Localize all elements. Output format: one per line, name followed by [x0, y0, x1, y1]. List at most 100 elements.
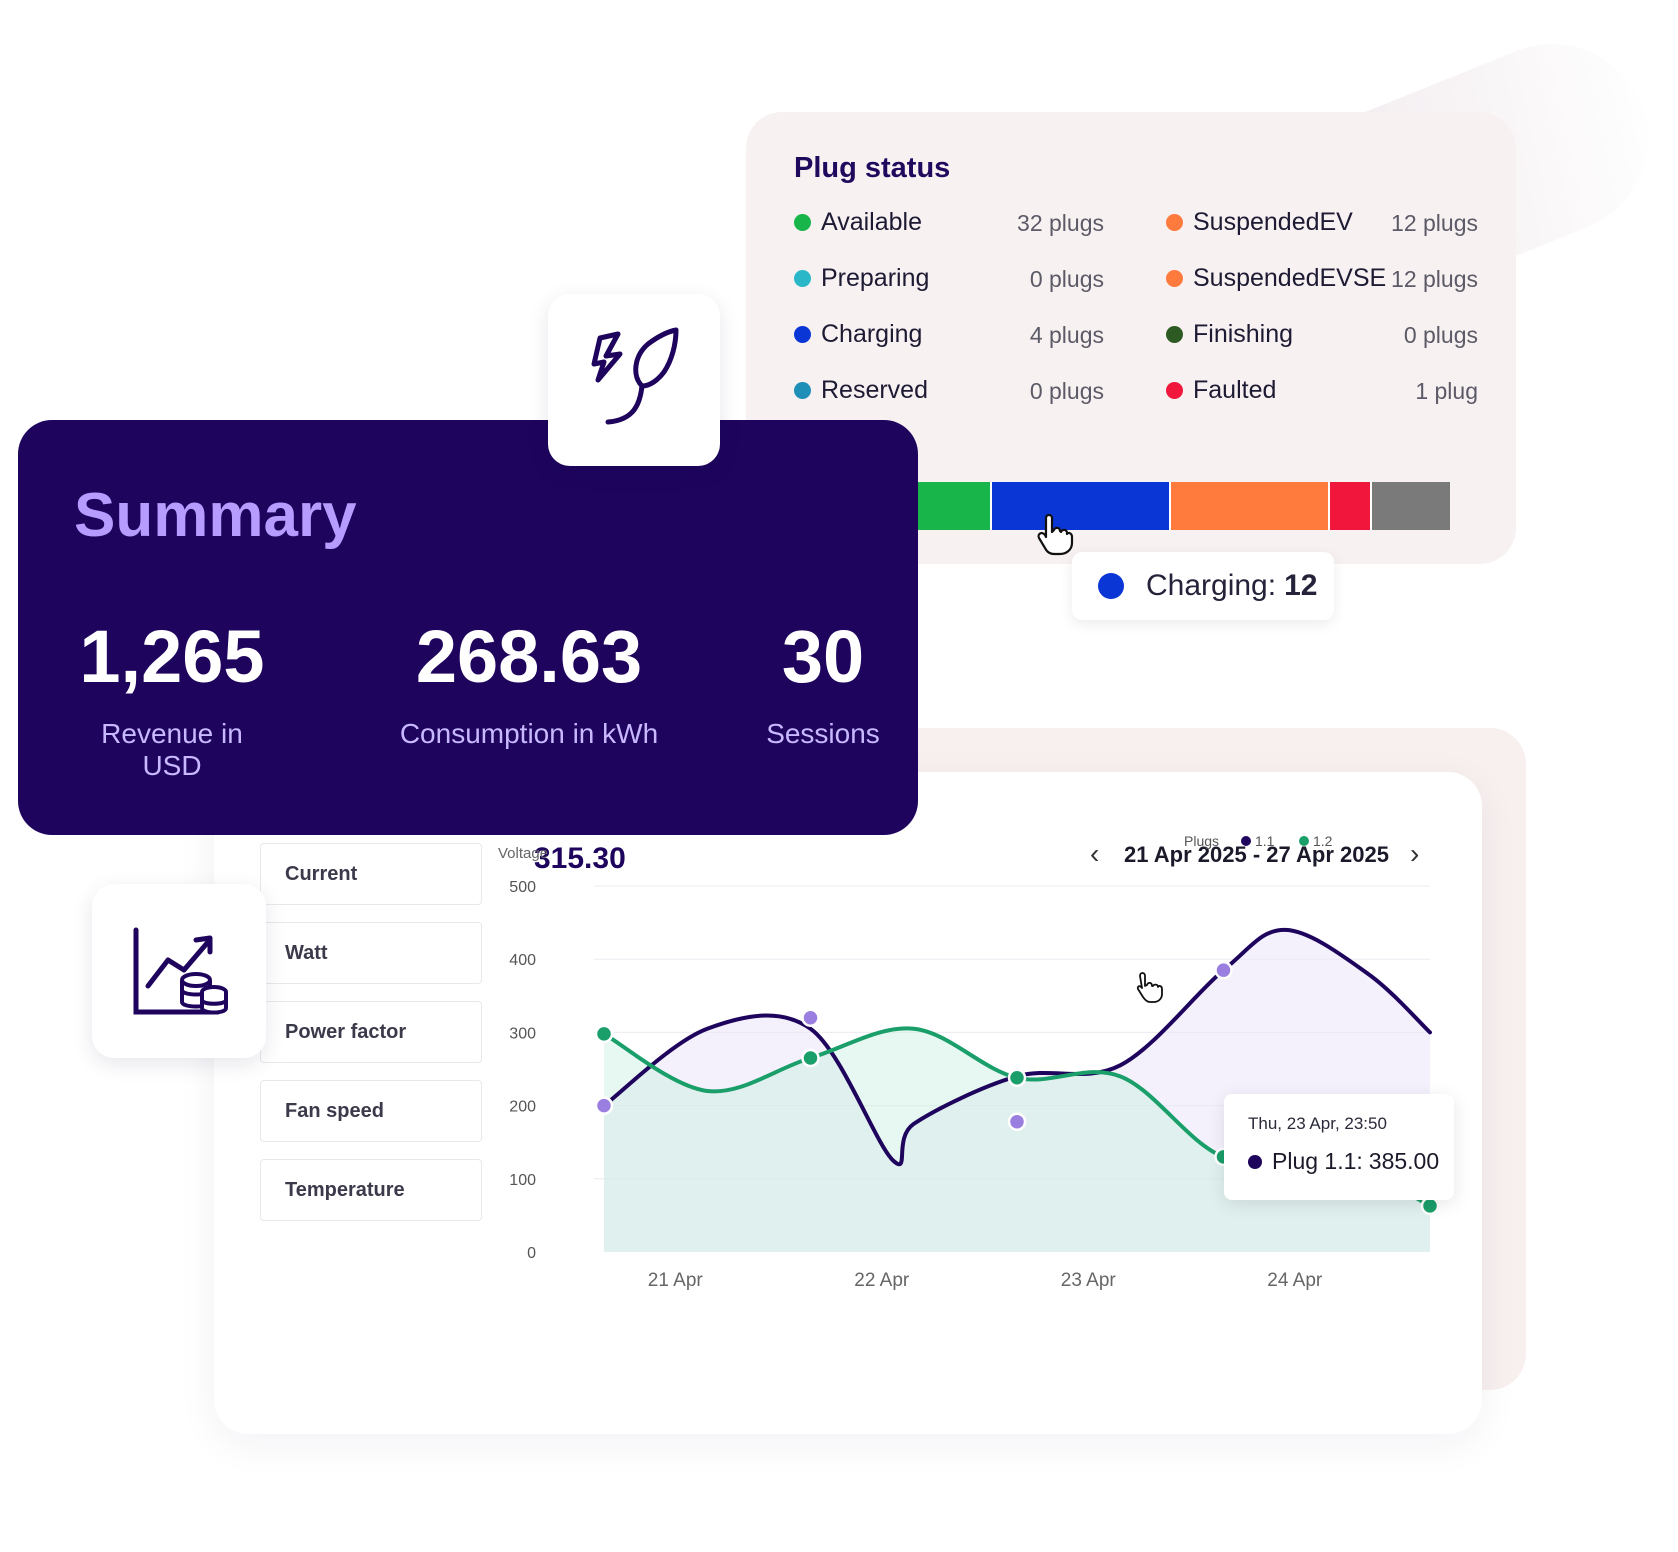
metric-current-button[interactable]: Current [260, 843, 482, 905]
plug-status-title: Plug status [794, 152, 951, 184]
status-row-preparing: Preparing [794, 264, 929, 293]
status-dot-icon [794, 214, 811, 231]
status-row-charging: Charging [794, 320, 922, 349]
y-tick-label: 200 [509, 1099, 536, 1116]
y-tick-label: 500 [509, 879, 536, 896]
hand-cursor-icon [1037, 513, 1074, 556]
series-line-1.1[interactable] [602, 927, 1432, 1167]
hand-cursor-icon [1136, 972, 1163, 1003]
legend-title: Plugs [1184, 833, 1219, 849]
y-axis-label: Voltage [498, 845, 548, 862]
status-row-available: Available [794, 208, 922, 237]
status-label: Finishing [1193, 320, 1294, 348]
status-dot-icon [1166, 326, 1183, 343]
bar-segment-charging[interactable] [990, 482, 1170, 530]
charging-tooltip-label: Charging: [1146, 569, 1277, 602]
voltage-line-chart[interactable]: Voltage 0 100 200 300 400 500 21 Apr 22 Apr 23 Ap… [214, 772, 1482, 1434]
metric-temperature-button[interactable]: Temperature [260, 1159, 482, 1221]
data-point-1.1[interactable] [801, 1008, 820, 1028]
data-point-1.2[interactable] [1007, 1068, 1027, 1088]
chart-card: Voltage Current Watt Power factor Fan speed T… [214, 764, 1482, 1434]
metric-power-factor-button[interactable]: Power factor [260, 1001, 482, 1063]
chart-tooltip-value: 385.00 [1368, 1148, 1440, 1174]
data-point-1.1[interactable] [1007, 1112, 1027, 1131]
x-tick-label: 23 Apr [1061, 1270, 1117, 1291]
data-point-1.1[interactable] [594, 1096, 614, 1115]
metric-watt-button[interactable]: Watt [260, 922, 482, 984]
legend-label-1.2: 1.2 [1313, 833, 1333, 849]
summary-title: Summary [74, 481, 357, 550]
metric-fan-speed-button[interactable]: Fan speed [260, 1080, 482, 1142]
status-label: Reserved [821, 376, 928, 404]
status-label: Charging [821, 320, 923, 348]
status-count: 4 plugs [1029, 322, 1104, 348]
x-tick-label: 24 Apr [1267, 1270, 1323, 1291]
status-label: Available [821, 208, 923, 236]
status-row-reserved: Reserved [794, 376, 928, 405]
status-dot-icon [1166, 214, 1183, 231]
bar-segment-other[interactable] [1369, 482, 1450, 530]
data-point-1.2[interactable] [1420, 1196, 1440, 1216]
status-count: 12 plugs [1391, 266, 1478, 292]
chart-tooltip-date: Thu, 23 Apr, 23:50 [1248, 1114, 1387, 1133]
ev-plug-icon [591, 327, 679, 425]
y-tick-label: 400 [509, 952, 536, 969]
legend-dot-1.2 [1299, 836, 1309, 846]
status-label: SuspendedEV [1193, 208, 1353, 236]
stat-revenue-label: Revenue in USD [101, 718, 243, 781]
status-dot-icon [794, 382, 811, 399]
x-tick-label: 21 Apr [648, 1270, 704, 1291]
series-area-1.1 [604, 929, 1430, 1252]
date-range-label: 21 Apr 2025 - 27 Apr 2025 [1124, 842, 1389, 867]
chart-tooltip-series: Plug 1.1: [1272, 1148, 1363, 1174]
status-row-suspendedev: SuspendedEV [1166, 208, 1353, 237]
y-tick-label: 0 [527, 1245, 536, 1262]
series-dot-icon [1248, 1154, 1262, 1169]
status-row-faulted: Faulted [1166, 376, 1276, 405]
legend-label-1.1: 1.1 [1255, 833, 1275, 849]
stat-consumption-value: 268.63 [415, 615, 643, 698]
chart-tooltip: Thu, 23 Apr, 23:50 Plug 1.1: 385.00 [1224, 1094, 1454, 1200]
stat-revenue-value: 1,265 [79, 615, 265, 698]
stat-sessions-value: 30 [781, 615, 865, 698]
stat-revenue: 1,265 Revenue in USD [74, 620, 270, 782]
data-point-1.2[interactable] [801, 1048, 820, 1068]
data-point-1.2[interactable] [594, 1024, 614, 1044]
status-label: SuspendedEVSE [1193, 264, 1387, 292]
status-row-finishing: Finishing [1166, 320, 1293, 349]
data-point-1.1[interactable] [1214, 960, 1233, 980]
charging-tooltip-value: 12 [1284, 569, 1318, 602]
chart-tooltip-value-row: Plug 1.1: 385.00 [1248, 1148, 1439, 1175]
status-dot-icon [1166, 270, 1183, 287]
bar-segment-faulted[interactable] [1327, 482, 1370, 530]
plug-status-bar[interactable] [896, 482, 1486, 530]
stat-sessions-label: Sessions [766, 718, 880, 749]
status-count: 0 plugs [1029, 378, 1104, 404]
status-count: 1 plug [1415, 378, 1478, 404]
stat-sessions: 30 Sessions [758, 620, 888, 750]
status-dot-icon [1166, 382, 1183, 399]
chart-current-value: 315.30 [534, 842, 626, 875]
status-dot-icon [794, 326, 811, 343]
status-dot-icon [794, 270, 811, 287]
chart-coins-tile [92, 884, 266, 1058]
status-count: 0 plugs [1029, 266, 1104, 292]
prev-range-button[interactable]: ‹ [1090, 838, 1100, 869]
x-tick-label: 22 Apr [854, 1270, 910, 1291]
status-count: 12 plugs [1391, 210, 1478, 236]
next-range-button[interactable]: › [1410, 838, 1420, 869]
stat-consumption-label: Consumption in kWh [399, 718, 659, 749]
stat-consumption: 268.63 Consumption in kWh [384, 620, 674, 750]
y-tick-label: 100 [509, 1172, 536, 1189]
ev-plug-tile [548, 294, 720, 466]
summary-card: Summary 1,265 Revenue in USD 268.63 Cons… [18, 420, 918, 835]
status-count: 0 plugs [1403, 322, 1478, 348]
charging-dot-icon [1098, 573, 1124, 599]
y-tick-label: 300 [509, 1025, 536, 1042]
status-label: Preparing [821, 264, 930, 292]
status-row-suspendedevse: SuspendedEVSE [1166, 264, 1386, 293]
bar-segment-suspendedev[interactable] [1169, 482, 1328, 530]
chart-coins-icon [133, 927, 228, 1015]
legend-dot-1.1 [1241, 836, 1251, 846]
series-area-1.2 [604, 1028, 1430, 1252]
